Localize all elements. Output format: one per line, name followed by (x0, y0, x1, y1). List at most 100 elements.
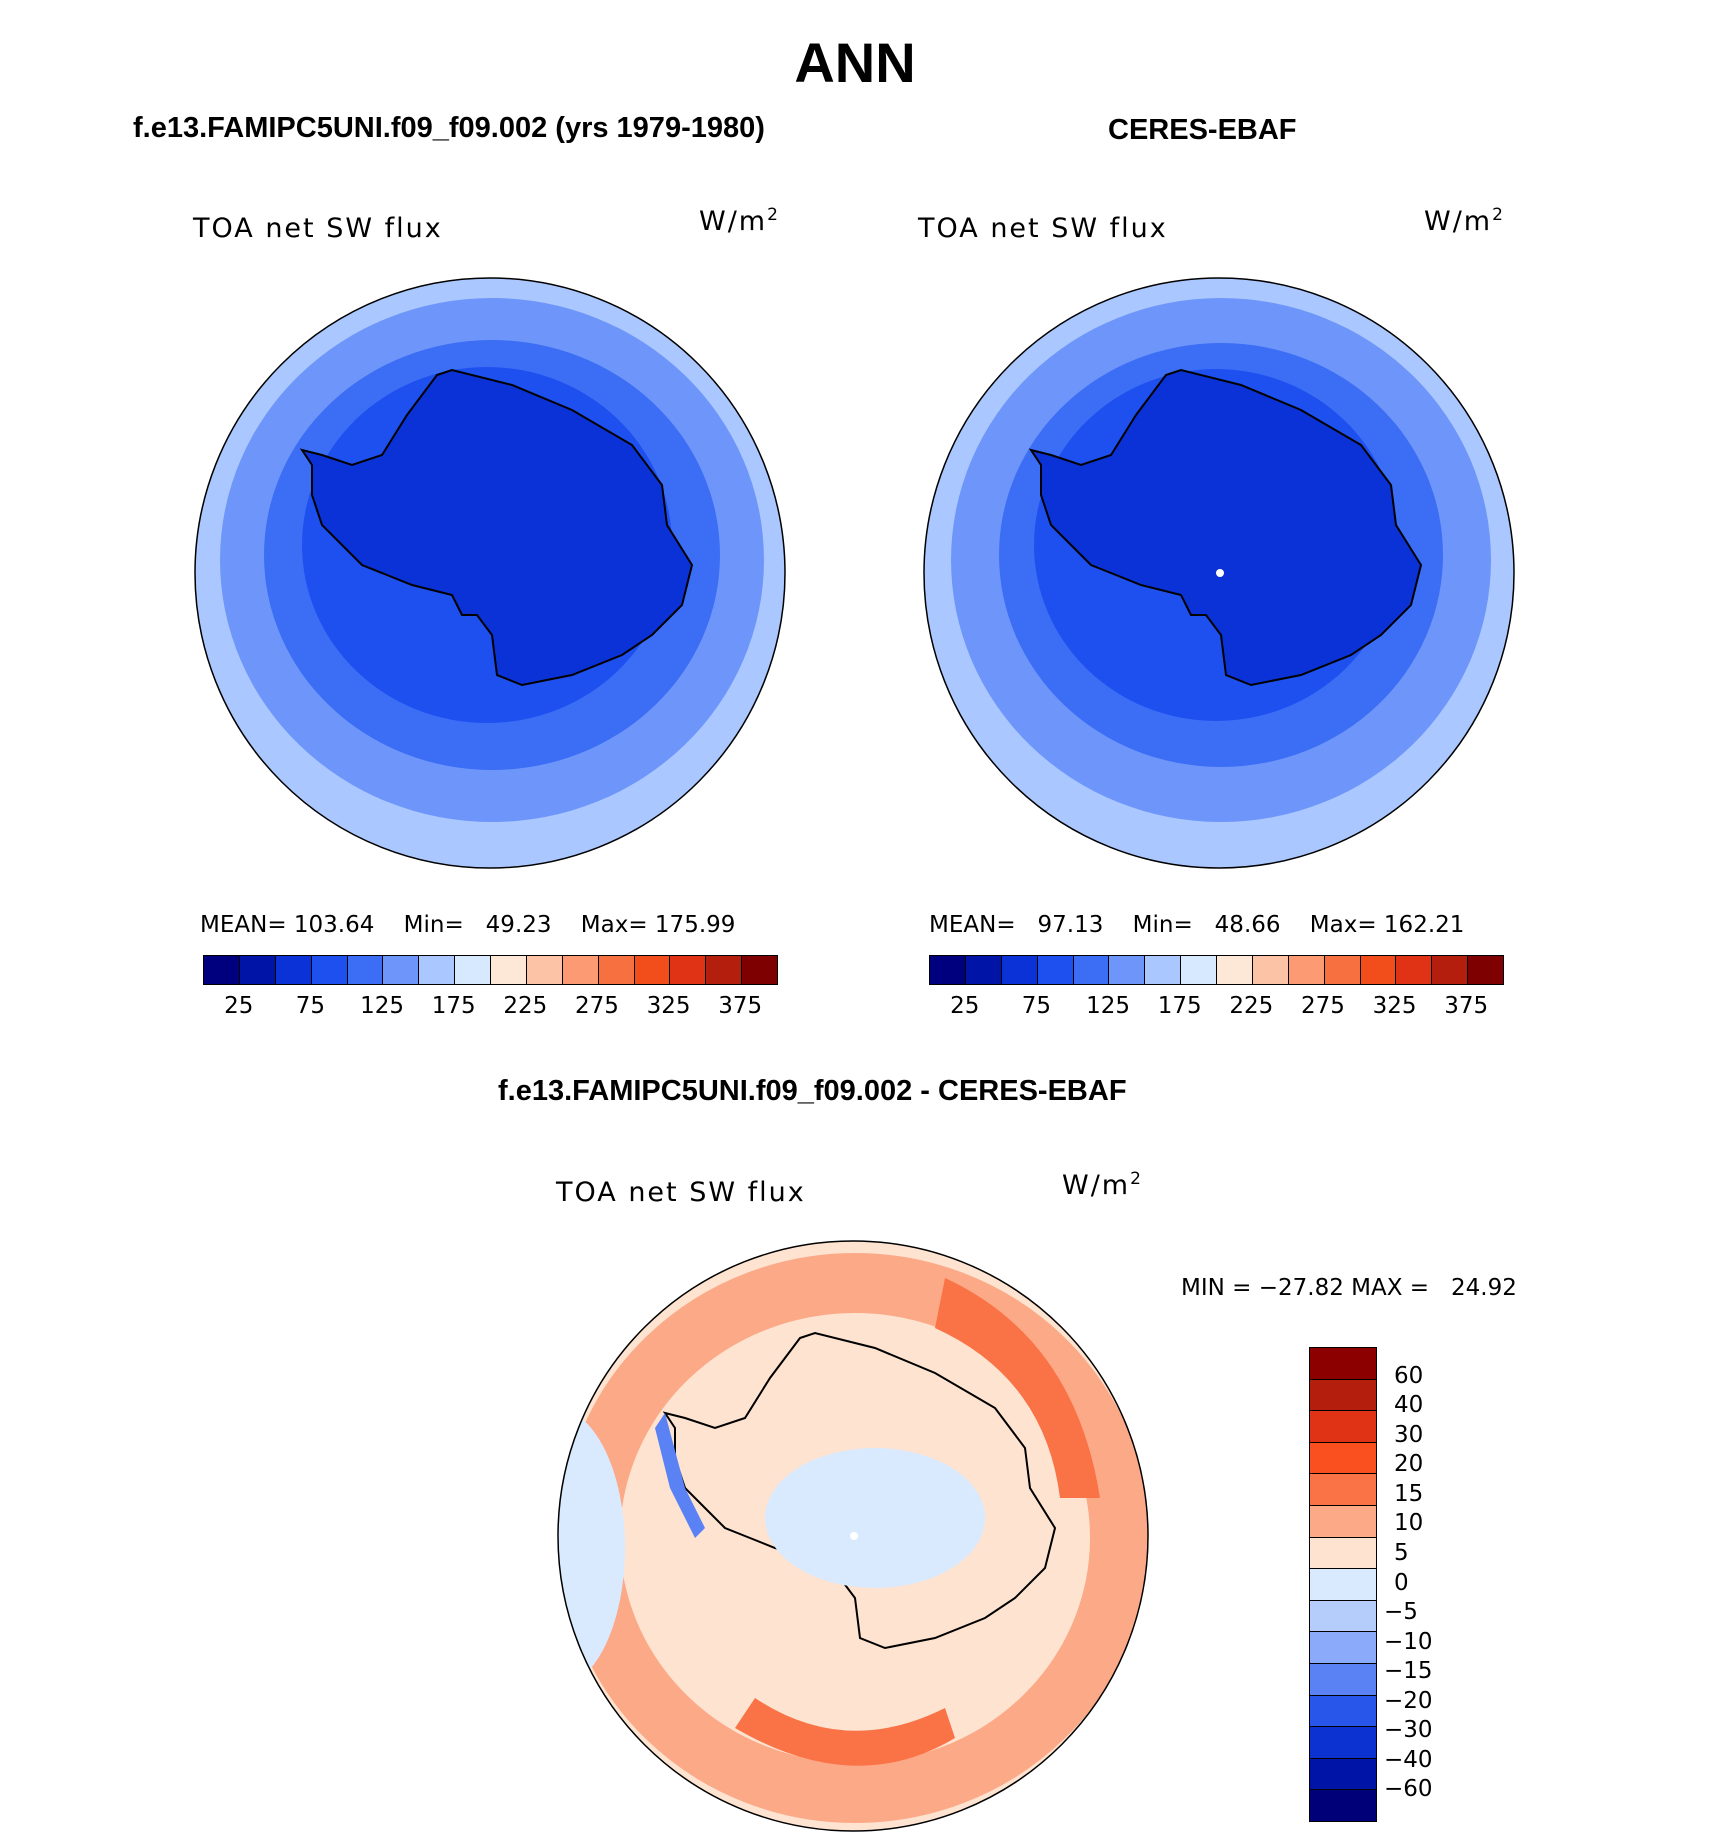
colorbar-swatch (1310, 1727, 1376, 1759)
panel-left-units: W/m2 (699, 205, 780, 237)
diff-panel-units: W/m2 (1062, 1169, 1143, 1201)
diff-negative-patch-west (558, 1408, 625, 1688)
diff-panel-title: f.e13.FAMIPC5UNI.f09_f09.002 - CERES-EBA… (498, 1075, 1127, 1107)
colorbar-swatch (1310, 1569, 1376, 1601)
colorbar-swatch (419, 956, 456, 984)
colorbar-swatch (1310, 1505, 1376, 1538)
colorbar-swatch (1310, 1537, 1376, 1570)
colorbar-swatch (1037, 956, 1074, 984)
colorbar-swatch (1001, 956, 1038, 984)
colorbar-difference-ticks: 60 40 30 20 15 10 5 0 −5 −10 −15 −20 −30 −40 −60 (1384, 1347, 1464, 1820)
colorbar-swatch (706, 956, 743, 984)
colorbar-tick-label: −40 (1384, 1746, 1433, 1773)
diff-positive-patch-south (735, 1698, 955, 1766)
colorbar-swatch (1324, 956, 1361, 984)
colorbar-swatch (1310, 1348, 1376, 1380)
colorbar-swatch (1073, 956, 1110, 984)
colorbar-swatch (1310, 1695, 1376, 1728)
colorbar-tick-label: 25 (224, 993, 254, 1019)
colorbar-swatch (1396, 956, 1433, 984)
colorbar-tick-label: 125 (1086, 993, 1131, 1019)
colorbar-tick-label: −15 (1384, 1658, 1433, 1685)
colorbar-tick-label: 375 (1444, 993, 1489, 1019)
colorbar-tick-label: 5 (1394, 1539, 1409, 1566)
colorbar-tick-label: 175 (1157, 993, 1202, 1019)
colorbar-tick-label: 75 (295, 993, 326, 1019)
colorbar-tick-label: 125 (360, 993, 405, 1019)
colorbar-tick-label: −30 (1384, 1717, 1433, 1744)
colorbar-swatch (455, 956, 491, 984)
colorbar-observations-ticks: 25 75 125 175 225 275 325 375 (929, 993, 1502, 1023)
colorbar-difference (1309, 1347, 1377, 1822)
colorbar-swatch (598, 956, 635, 984)
colorbar-swatch (1181, 956, 1217, 984)
colorbar-tick-label: 30 (1394, 1421, 1424, 1448)
colorbar-swatch (1217, 956, 1253, 984)
pole-missing-data (1216, 569, 1224, 577)
diff-negative-peninsula (655, 1413, 705, 1538)
diff-panel-stats: MIN = −27.82 MAX = 24.92 (1181, 1275, 1517, 1301)
colorbar-tick-label: 175 (431, 993, 476, 1019)
colorbar-tick-label: 0 (1394, 1569, 1409, 1596)
colorbar-tick-label: −20 (1384, 1687, 1433, 1714)
colorbar-swatch (1310, 1663, 1376, 1696)
colorbar-tick-label: 325 (1372, 993, 1417, 1019)
panel-left-title: f.e13.FAMIPC5UNI.f09_f09.002 (yrs 1979-1… (133, 112, 765, 144)
colorbar-tick-label: 75 (1021, 993, 1052, 1019)
colorbar-model-ticks: 25 75 125 175 225 275 325 375 (203, 993, 776, 1023)
colorbar-swatch (1468, 956, 1503, 984)
colorbar-tick-label: 40 (1394, 1392, 1424, 1419)
colorbar-tick-label: 60 (1394, 1362, 1424, 1389)
colorbar-tick-label: 325 (646, 993, 691, 1019)
colorbar-swatch (204, 956, 240, 984)
colorbar-swatch (311, 956, 348, 984)
colorbar-observations (929, 955, 1504, 985)
colorbar-swatch (383, 956, 420, 984)
panel-right-units: W/m2 (1424, 205, 1505, 237)
panel-right-title: CERES-EBAF (1108, 114, 1297, 146)
colorbar-tick-label: −5 (1384, 1599, 1418, 1626)
antarctica-landmass (1028, 368, 1423, 687)
map-observations (923, 277, 1515, 869)
diff-positive-patch-east (935, 1278, 1100, 1498)
diff-negative-interior (765, 1448, 985, 1588)
colorbar-swatch (562, 956, 599, 984)
colorbar-swatch (1145, 956, 1182, 984)
colorbar-tick-label: −10 (1384, 1628, 1433, 1655)
colorbar-swatch (1310, 1758, 1376, 1791)
figure-title: ANN (794, 31, 916, 94)
colorbar-swatch (930, 956, 966, 984)
colorbar-swatch (742, 956, 777, 984)
colorbar-tick-label: 20 (1394, 1451, 1424, 1478)
diff-panel-variable: TOA net SW flux (556, 1177, 806, 1208)
colorbar-swatch (1310, 1600, 1376, 1633)
colorbar-swatch (1310, 1790, 1376, 1821)
colorbar-tick-label: 10 (1394, 1510, 1424, 1537)
antarctica-landmass (299, 368, 694, 687)
colorbar-tick-label: −60 (1384, 1776, 1433, 1803)
colorbar-tick-label: 15 (1394, 1480, 1424, 1507)
panel-left-variable: TOA net SW flux (193, 213, 443, 244)
colorbar-tick-label: 225 (503, 993, 548, 1019)
panel-right-variable: TOA net SW flux (918, 213, 1168, 244)
colorbar-swatch (239, 956, 276, 984)
colorbar-model (203, 955, 778, 985)
panel-right-stats: MEAN= 97.13 Min= 48.66 Max= 162.21 (929, 912, 1465, 938)
colorbar-tick-label: 375 (718, 993, 763, 1019)
colorbar-swatch (1109, 956, 1146, 984)
colorbar-swatch (1310, 1632, 1376, 1664)
pole-missing-data (850, 1532, 858, 1540)
map-difference (557, 1240, 1149, 1832)
panel-left-stats: MEAN= 103.64 Min= 49.23 Max= 175.99 (200, 912, 736, 938)
colorbar-swatch (1310, 1442, 1376, 1475)
colorbar-swatch (965, 956, 1002, 984)
colorbar-tick-label: 275 (1300, 993, 1345, 1019)
colorbar-swatch (275, 956, 312, 984)
map-model (194, 277, 786, 869)
colorbar-swatch (1310, 1379, 1376, 1412)
colorbar-tick-label: 275 (574, 993, 619, 1019)
colorbar-tick-label: 225 (1229, 993, 1274, 1019)
colorbar-swatch (670, 956, 707, 984)
colorbar-swatch (1310, 1411, 1376, 1443)
colorbar-swatch (526, 956, 563, 984)
